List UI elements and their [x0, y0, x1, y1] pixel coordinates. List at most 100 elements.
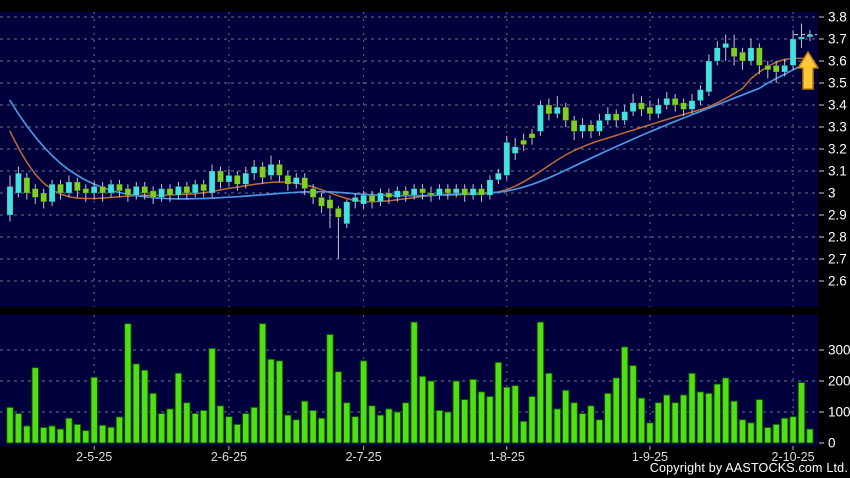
volume-bar: [646, 422, 654, 444]
volume-bar: [385, 408, 393, 444]
candle-body: [301, 177, 309, 189]
candle-body: [385, 192, 393, 198]
volume-bar: [191, 413, 199, 444]
candle-body: [368, 194, 376, 203]
candle-body: [351, 197, 359, 203]
volume-bar: [570, 402, 578, 444]
volume-bar: [772, 423, 780, 444]
candle-body: [781, 65, 788, 73]
volume-bar: [444, 411, 452, 444]
volume-bar: [797, 382, 806, 444]
volume-bar: [267, 358, 275, 444]
volume-bar: [149, 392, 157, 444]
candle-body: [806, 34, 814, 38]
volume-bar: [780, 417, 789, 444]
x-axis-label: 2-6-25: [211, 450, 247, 464]
candle-body: [629, 102, 637, 112]
volume-bar: [40, 427, 48, 444]
price-axis-label: 3.4: [828, 98, 847, 113]
candle-body: [545, 104, 553, 115]
candle-body: [764, 65, 772, 71]
volume-bar: [486, 396, 494, 444]
volume-bar: [705, 392, 713, 444]
volume-bar: [679, 394, 688, 444]
candle-body: [267, 164, 275, 176]
price-panel: [0, 12, 818, 307]
volume-bar: [494, 361, 503, 444]
volume-bar: [663, 394, 671, 444]
candle-body: [436, 188, 443, 196]
candle-body: [680, 102, 687, 110]
candle-body: [6, 186, 14, 216]
volume-bar: [461, 399, 469, 444]
price-axis-label: 3.1: [828, 164, 847, 179]
ma-long-line: [9, 60, 811, 200]
candle-body: [23, 177, 31, 194]
price-axis-label: 3.6: [828, 54, 847, 69]
candle-body: [587, 124, 595, 132]
volume-bar: [477, 391, 486, 444]
volume-bar: [132, 363, 140, 444]
candle-body: [158, 188, 165, 198]
volume-bar: [612, 377, 620, 444]
candle-body: [284, 175, 292, 185]
volume-bar: [216, 405, 225, 444]
candle-body: [739, 51, 746, 62]
candle-body: [427, 192, 435, 196]
volume-bar: [654, 402, 662, 444]
candle-body: [31, 188, 39, 198]
volume-bar: [200, 410, 208, 444]
candle-body: [638, 102, 645, 110]
candle-body: [747, 47, 755, 62]
volume-bar: [764, 427, 772, 444]
x-axis-label: 2-7-25: [346, 450, 382, 464]
candle-body: [276, 164, 283, 176]
candle-body: [604, 113, 612, 121]
copyright-text: Copyright by AASTOCKS.com Ltd.: [649, 461, 848, 475]
up-arrow-icon: [797, 51, 819, 90]
candle-body: [74, 181, 81, 192]
candle-body: [124, 188, 132, 196]
candle-body: [82, 188, 90, 194]
volume-bar: [713, 383, 721, 444]
volume-bar: [242, 413, 250, 444]
price-axis-label: 3.5: [828, 76, 847, 91]
candle-body: [772, 65, 780, 73]
x-axis-label: 2-5-25: [76, 450, 112, 464]
candle-body: [133, 186, 140, 196]
candle-body: [107, 183, 115, 194]
candle-body: [789, 38, 797, 66]
candle-body: [461, 188, 468, 196]
candle-body: [116, 183, 123, 192]
candle-body: [655, 104, 662, 115]
candle-body: [242, 172, 250, 185]
volume-bar: [393, 411, 401, 444]
candle-body: [141, 186, 149, 194]
volume-bar: [469, 379, 477, 444]
candle-body: [730, 47, 738, 57]
candle-body: [511, 146, 519, 154]
volume-bar: [503, 386, 511, 444]
candle-body: [335, 208, 342, 218]
candle-body: [65, 181, 73, 194]
volume-bar: [174, 372, 183, 444]
volume-bar: [789, 416, 797, 444]
volume-bar: [452, 380, 460, 444]
volume-bar: [747, 422, 755, 444]
candle-body: [621, 111, 628, 121]
volume-bar: [250, 406, 258, 444]
candle-body: [225, 175, 233, 183]
candle-body: [419, 188, 426, 194]
price-axis-label: 2.8: [828, 230, 847, 245]
volume-bar: [553, 408, 561, 444]
candle-body: [469, 188, 477, 196]
candle-body: [553, 106, 561, 115]
volume-bar: [621, 346, 629, 444]
volume-bar: [536, 321, 545, 444]
price-axis-label: 3.7: [828, 32, 847, 47]
volume-bar: [671, 402, 679, 444]
candle-body: [326, 199, 334, 209]
volume-bar: [73, 423, 82, 444]
